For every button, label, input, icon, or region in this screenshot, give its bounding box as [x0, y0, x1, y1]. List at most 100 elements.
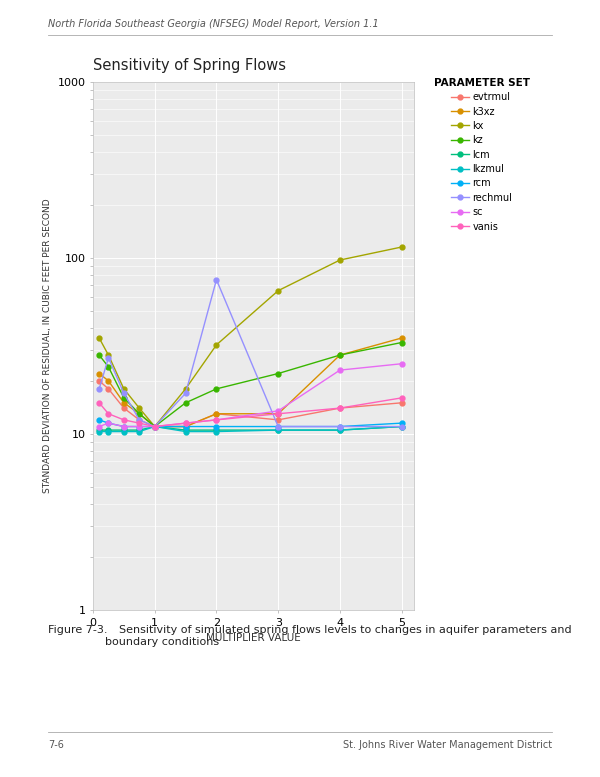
rcm — [275, 422, 282, 431]
Line: rechmul: rechmul — [97, 277, 404, 429]
lcm — [120, 426, 127, 435]
k3xz — [105, 376, 112, 385]
rechmul — [337, 422, 344, 431]
lcm — [136, 426, 143, 435]
kz — [213, 384, 220, 393]
sc — [275, 406, 282, 416]
rcm — [151, 422, 158, 431]
rechmul — [182, 388, 189, 398]
kz — [120, 393, 127, 402]
rechmul — [151, 422, 158, 431]
lcm — [105, 426, 112, 435]
rechmul — [95, 384, 103, 393]
lkzmul — [105, 427, 112, 436]
k3xz — [275, 409, 282, 419]
Line: lkzmul: lkzmul — [97, 424, 404, 434]
lcm — [151, 422, 158, 431]
kx — [95, 333, 103, 343]
lkzmul — [95, 427, 103, 436]
Line: evtrmul: evtrmul — [97, 378, 404, 429]
Text: Sensitivity of Spring Flows: Sensitivity of Spring Flows — [93, 58, 286, 74]
Line: sc: sc — [97, 361, 404, 429]
kx — [398, 242, 405, 252]
rcm — [213, 422, 220, 431]
k3xz — [337, 350, 344, 360]
kx — [182, 384, 189, 393]
kz — [182, 398, 189, 407]
rcm — [337, 422, 344, 431]
Text: 7-6: 7-6 — [48, 740, 64, 750]
k3xz — [398, 333, 405, 343]
evtrmul — [95, 376, 103, 385]
vanis — [151, 422, 158, 431]
Line: k3xz: k3xz — [97, 336, 404, 429]
kx — [120, 384, 127, 393]
evtrmul — [275, 415, 282, 424]
evtrmul — [398, 398, 405, 407]
sc — [105, 419, 112, 428]
sc — [95, 422, 103, 431]
sc — [182, 419, 189, 428]
Line: kx: kx — [97, 245, 404, 429]
evtrmul — [213, 409, 220, 419]
Text: St. Johns River Water Management District: St. Johns River Water Management Distric… — [343, 740, 552, 750]
k3xz — [95, 369, 103, 378]
lkzmul — [182, 427, 189, 436]
vanis — [136, 419, 143, 428]
lcm — [337, 426, 344, 435]
sc — [151, 422, 158, 431]
kx — [136, 403, 143, 413]
X-axis label: MULTIPLIER VALUE: MULTIPLIER VALUE — [206, 633, 301, 643]
evtrmul — [120, 403, 127, 413]
k3xz — [120, 398, 127, 407]
rechmul — [275, 422, 282, 431]
kx — [337, 256, 344, 265]
lkzmul — [213, 427, 220, 436]
sc — [136, 422, 143, 431]
lcm — [275, 426, 282, 435]
kx — [275, 286, 282, 295]
rcm — [398, 419, 405, 428]
rechmul — [120, 388, 127, 398]
lcm — [398, 422, 405, 431]
Line: kz: kz — [97, 340, 404, 429]
kz — [337, 350, 344, 360]
Line: rcm: rcm — [97, 417, 404, 429]
lkzmul — [120, 427, 127, 436]
sc — [213, 415, 220, 424]
vanis — [398, 393, 405, 402]
vanis — [275, 409, 282, 419]
vanis — [105, 409, 112, 419]
vanis — [95, 398, 103, 407]
rechmul — [398, 422, 405, 431]
k3xz — [151, 422, 158, 431]
kx — [151, 422, 158, 431]
sc — [398, 359, 405, 368]
lkzmul — [151, 422, 158, 431]
Y-axis label: STANDARD DEVIATION OF RESIDUAL, IN CUBIC FEET PER SECOND: STANDARD DEVIATION OF RESIDUAL, IN CUBIC… — [43, 198, 52, 493]
lkzmul — [337, 426, 344, 435]
lcm — [95, 426, 103, 435]
Text: Figure 7-3.: Figure 7-3. — [48, 625, 107, 636]
kz — [95, 350, 103, 360]
evtrmul — [105, 384, 112, 393]
rcm — [105, 419, 112, 428]
Line: vanis: vanis — [97, 395, 404, 429]
k3xz — [136, 409, 143, 419]
lcm — [182, 426, 189, 435]
rcm — [182, 422, 189, 431]
Line: lcm: lcm — [97, 424, 404, 433]
vanis — [182, 419, 189, 428]
rechmul — [136, 415, 143, 424]
lcm — [213, 426, 220, 435]
sc — [337, 365, 344, 375]
vanis — [120, 415, 127, 424]
rcm — [136, 422, 143, 431]
kx — [213, 340, 220, 350]
kz — [398, 338, 405, 347]
vanis — [213, 415, 220, 424]
evtrmul — [136, 415, 143, 424]
rcm — [95, 415, 103, 424]
vanis — [337, 403, 344, 413]
Text: North Florida Southeast Georgia (NFSEG) Model Report, Version 1.1: North Florida Southeast Georgia (NFSEG) … — [48, 19, 379, 30]
